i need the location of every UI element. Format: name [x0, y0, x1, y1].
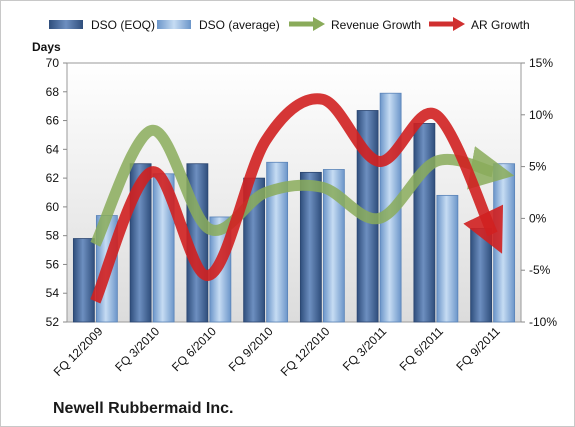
- x-tick-label: FQ 3/2010: [112, 324, 162, 374]
- company-label: Newell Rubbermaid Inc.: [53, 400, 234, 417]
- x-tick-label: FQ 3/2011: [340, 324, 390, 374]
- legend-swatch-dso-eoq: [49, 20, 83, 29]
- left-axis: 52 54 56 58 60 62 64 66 68 70: [46, 56, 67, 329]
- left-tick-label: 52: [46, 315, 60, 329]
- x-tick-label: FQ 9/2010: [226, 324, 276, 374]
- left-tick-label: 62: [46, 171, 60, 185]
- green-arrow-icon: [289, 17, 325, 31]
- right-tick-label: -10%: [529, 315, 557, 329]
- legend-label-dso-average: DSO (average): [199, 18, 280, 32]
- left-tick-label: 68: [46, 85, 60, 99]
- bar-dso-eoq: [470, 228, 493, 323]
- x-tick-label: FQ 6/2011: [397, 324, 447, 374]
- bar-dso-eoq: [413, 123, 436, 323]
- bar-dso-eoq: [299, 171, 322, 323]
- bar-dso-average: [322, 169, 345, 323]
- bar-dso-average: [493, 163, 516, 323]
- bar-dso-average: [266, 161, 289, 323]
- left-tick-label: 54: [46, 286, 60, 300]
- left-tick-label: 70: [46, 56, 60, 70]
- right-tick-label: 15%: [529, 56, 553, 70]
- bar-dso-eoq: [72, 238, 95, 323]
- ar-growth-line: [90, 93, 504, 304]
- legend-label-dso-eoq: DSO (EOQ): [91, 18, 156, 32]
- legend-label-ar-growth: AR Growth: [471, 18, 530, 32]
- legend-label-revenue-growth: Revenue Growth: [331, 18, 422, 32]
- x-tick-label: FQ 12/2010: [278, 324, 333, 379]
- right-tick-label: 5%: [529, 160, 547, 174]
- line-series: [90, 93, 515, 304]
- left-tick-label: 60: [46, 200, 60, 214]
- left-tick-label: 56: [46, 257, 60, 271]
- right-axis: -10% -5% 0% 5% 10% 15%: [521, 56, 557, 329]
- left-tick-label: 64: [46, 142, 60, 156]
- red-arrow-icon: [429, 17, 465, 31]
- x-axis-labels: FQ 12/2009 FQ 3/2010 FQ 6/2010 FQ 9/2010 FQ …: [51, 324, 503, 379]
- right-tick-label: 10%: [529, 108, 553, 122]
- y-axis-left-title: Days: [32, 40, 61, 54]
- bar-dso-average: [436, 194, 459, 323]
- legend-swatch-dso-average: [157, 20, 191, 29]
- x-tick-label: FQ 12/2009: [51, 324, 106, 379]
- left-tick-label: 58: [46, 229, 60, 243]
- x-tick-label: FQ 9/2011: [453, 324, 503, 374]
- left-tick-label: 66: [46, 114, 60, 128]
- right-tick-label: -5%: [529, 263, 551, 277]
- x-tick-label: FQ 6/2010: [169, 324, 219, 374]
- right-tick-label: 0%: [529, 211, 547, 225]
- revenue-growth-line: [90, 124, 515, 247]
